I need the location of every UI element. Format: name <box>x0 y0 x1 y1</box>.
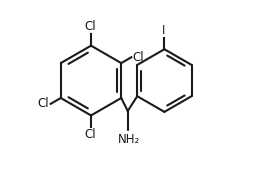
Text: Cl: Cl <box>84 128 96 141</box>
Text: Cl: Cl <box>133 51 144 64</box>
Text: Cl: Cl <box>84 20 96 33</box>
Text: Cl: Cl <box>38 97 49 110</box>
Text: I: I <box>162 24 165 37</box>
Text: NH₂: NH₂ <box>118 133 140 146</box>
